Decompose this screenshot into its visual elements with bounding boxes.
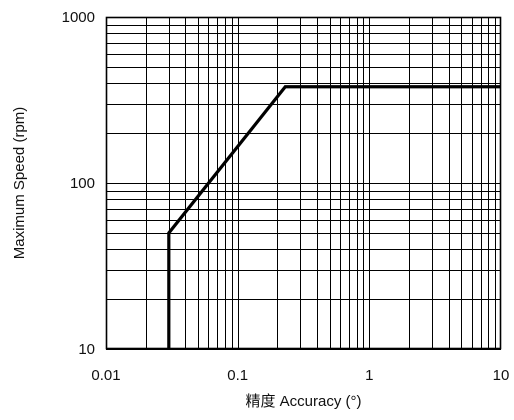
x-tick-label: 10 bbox=[493, 367, 510, 384]
grid-layer bbox=[105, 16, 502, 351]
y-axis-label: Maximum Speed (rpm) bbox=[11, 107, 28, 260]
series-line-0 bbox=[167, 85, 501, 349]
x-tick-label: 1 bbox=[365, 367, 373, 384]
series-layer bbox=[167, 85, 501, 349]
y-tick-label: 100 bbox=[70, 175, 95, 192]
x-tick-label: 0.01 bbox=[91, 367, 120, 384]
y-tick-label: 1000 bbox=[62, 9, 95, 26]
plot-frame bbox=[105, 16, 502, 350]
tick-label-layer: 0.01 0.1 1 10 10 100 1000 bbox=[62, 9, 510, 384]
x-axis-label: 精度 Accuracy (°) bbox=[245, 393, 361, 410]
x-tick-label: 0.1 bbox=[227, 367, 248, 384]
y-tick-label: 10 bbox=[78, 341, 95, 358]
